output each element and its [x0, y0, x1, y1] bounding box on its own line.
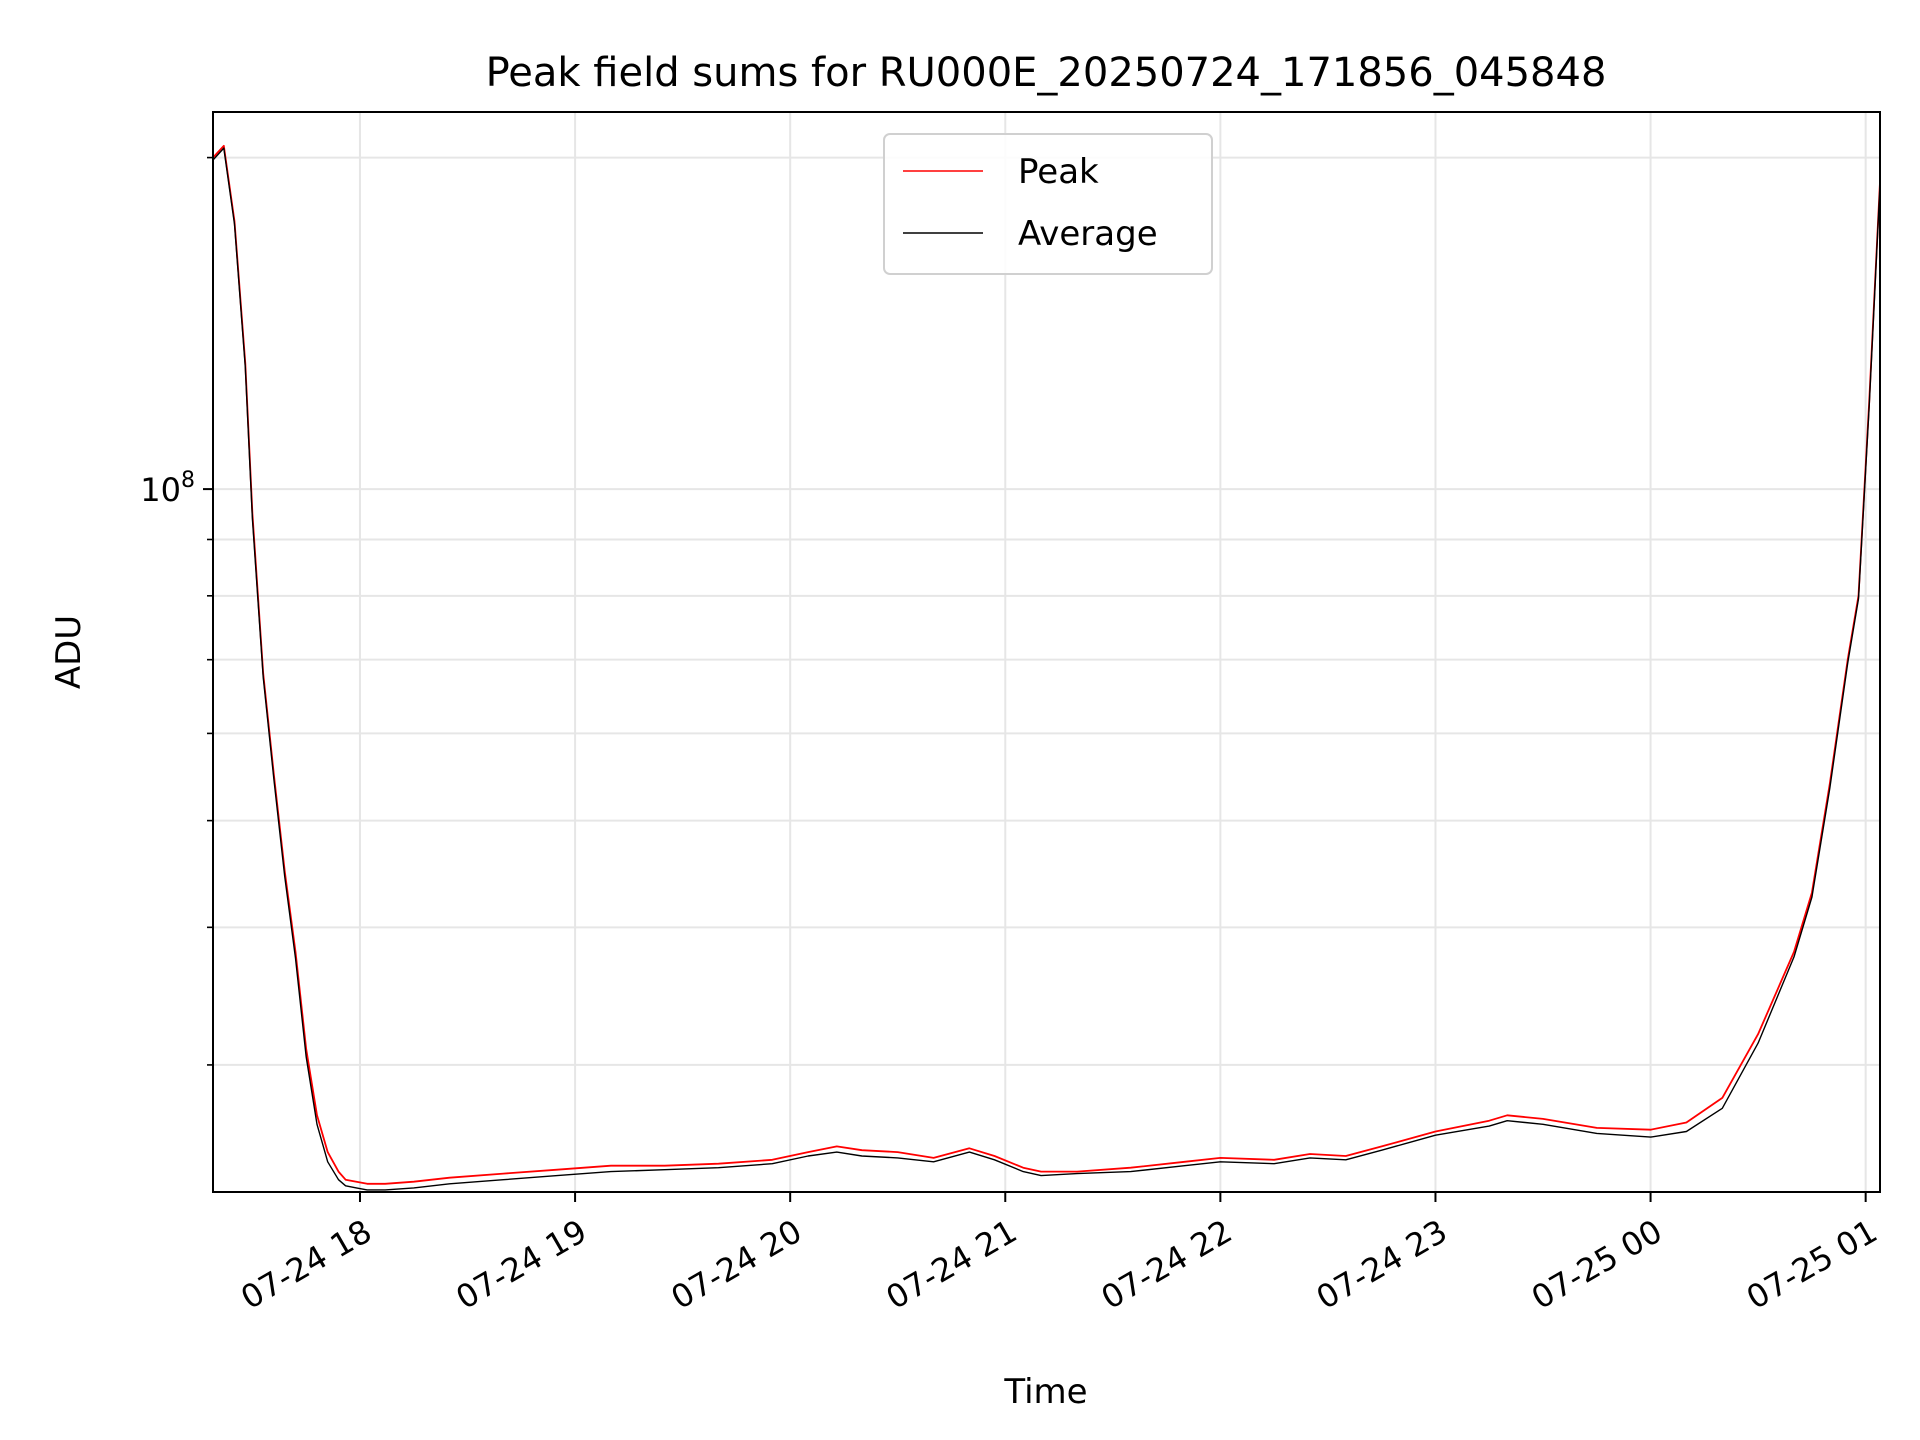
- y-axis-label: ADU: [49, 615, 89, 689]
- y-axis: 108: [140, 156, 213, 1066]
- legend-box: [883, 133, 1213, 275]
- x-axis-label: Time: [1003, 1372, 1087, 1412]
- series-line-average: [213, 147, 1880, 1191]
- legend-label-peak: Peak: [1018, 152, 1099, 192]
- grid: [213, 112, 1880, 1192]
- legend-label-average: Average: [1018, 214, 1158, 254]
- series-layer: [213, 144, 1880, 1191]
- y-tick-label: 108: [140, 468, 195, 509]
- series-line-peak: [213, 144, 1880, 1185]
- chart-title: Peak field sums for RU000E_20250724_1718…: [486, 50, 1607, 96]
- legend: Peak Average: [883, 133, 1213, 275]
- plot-frame: [212, 111, 1881, 1193]
